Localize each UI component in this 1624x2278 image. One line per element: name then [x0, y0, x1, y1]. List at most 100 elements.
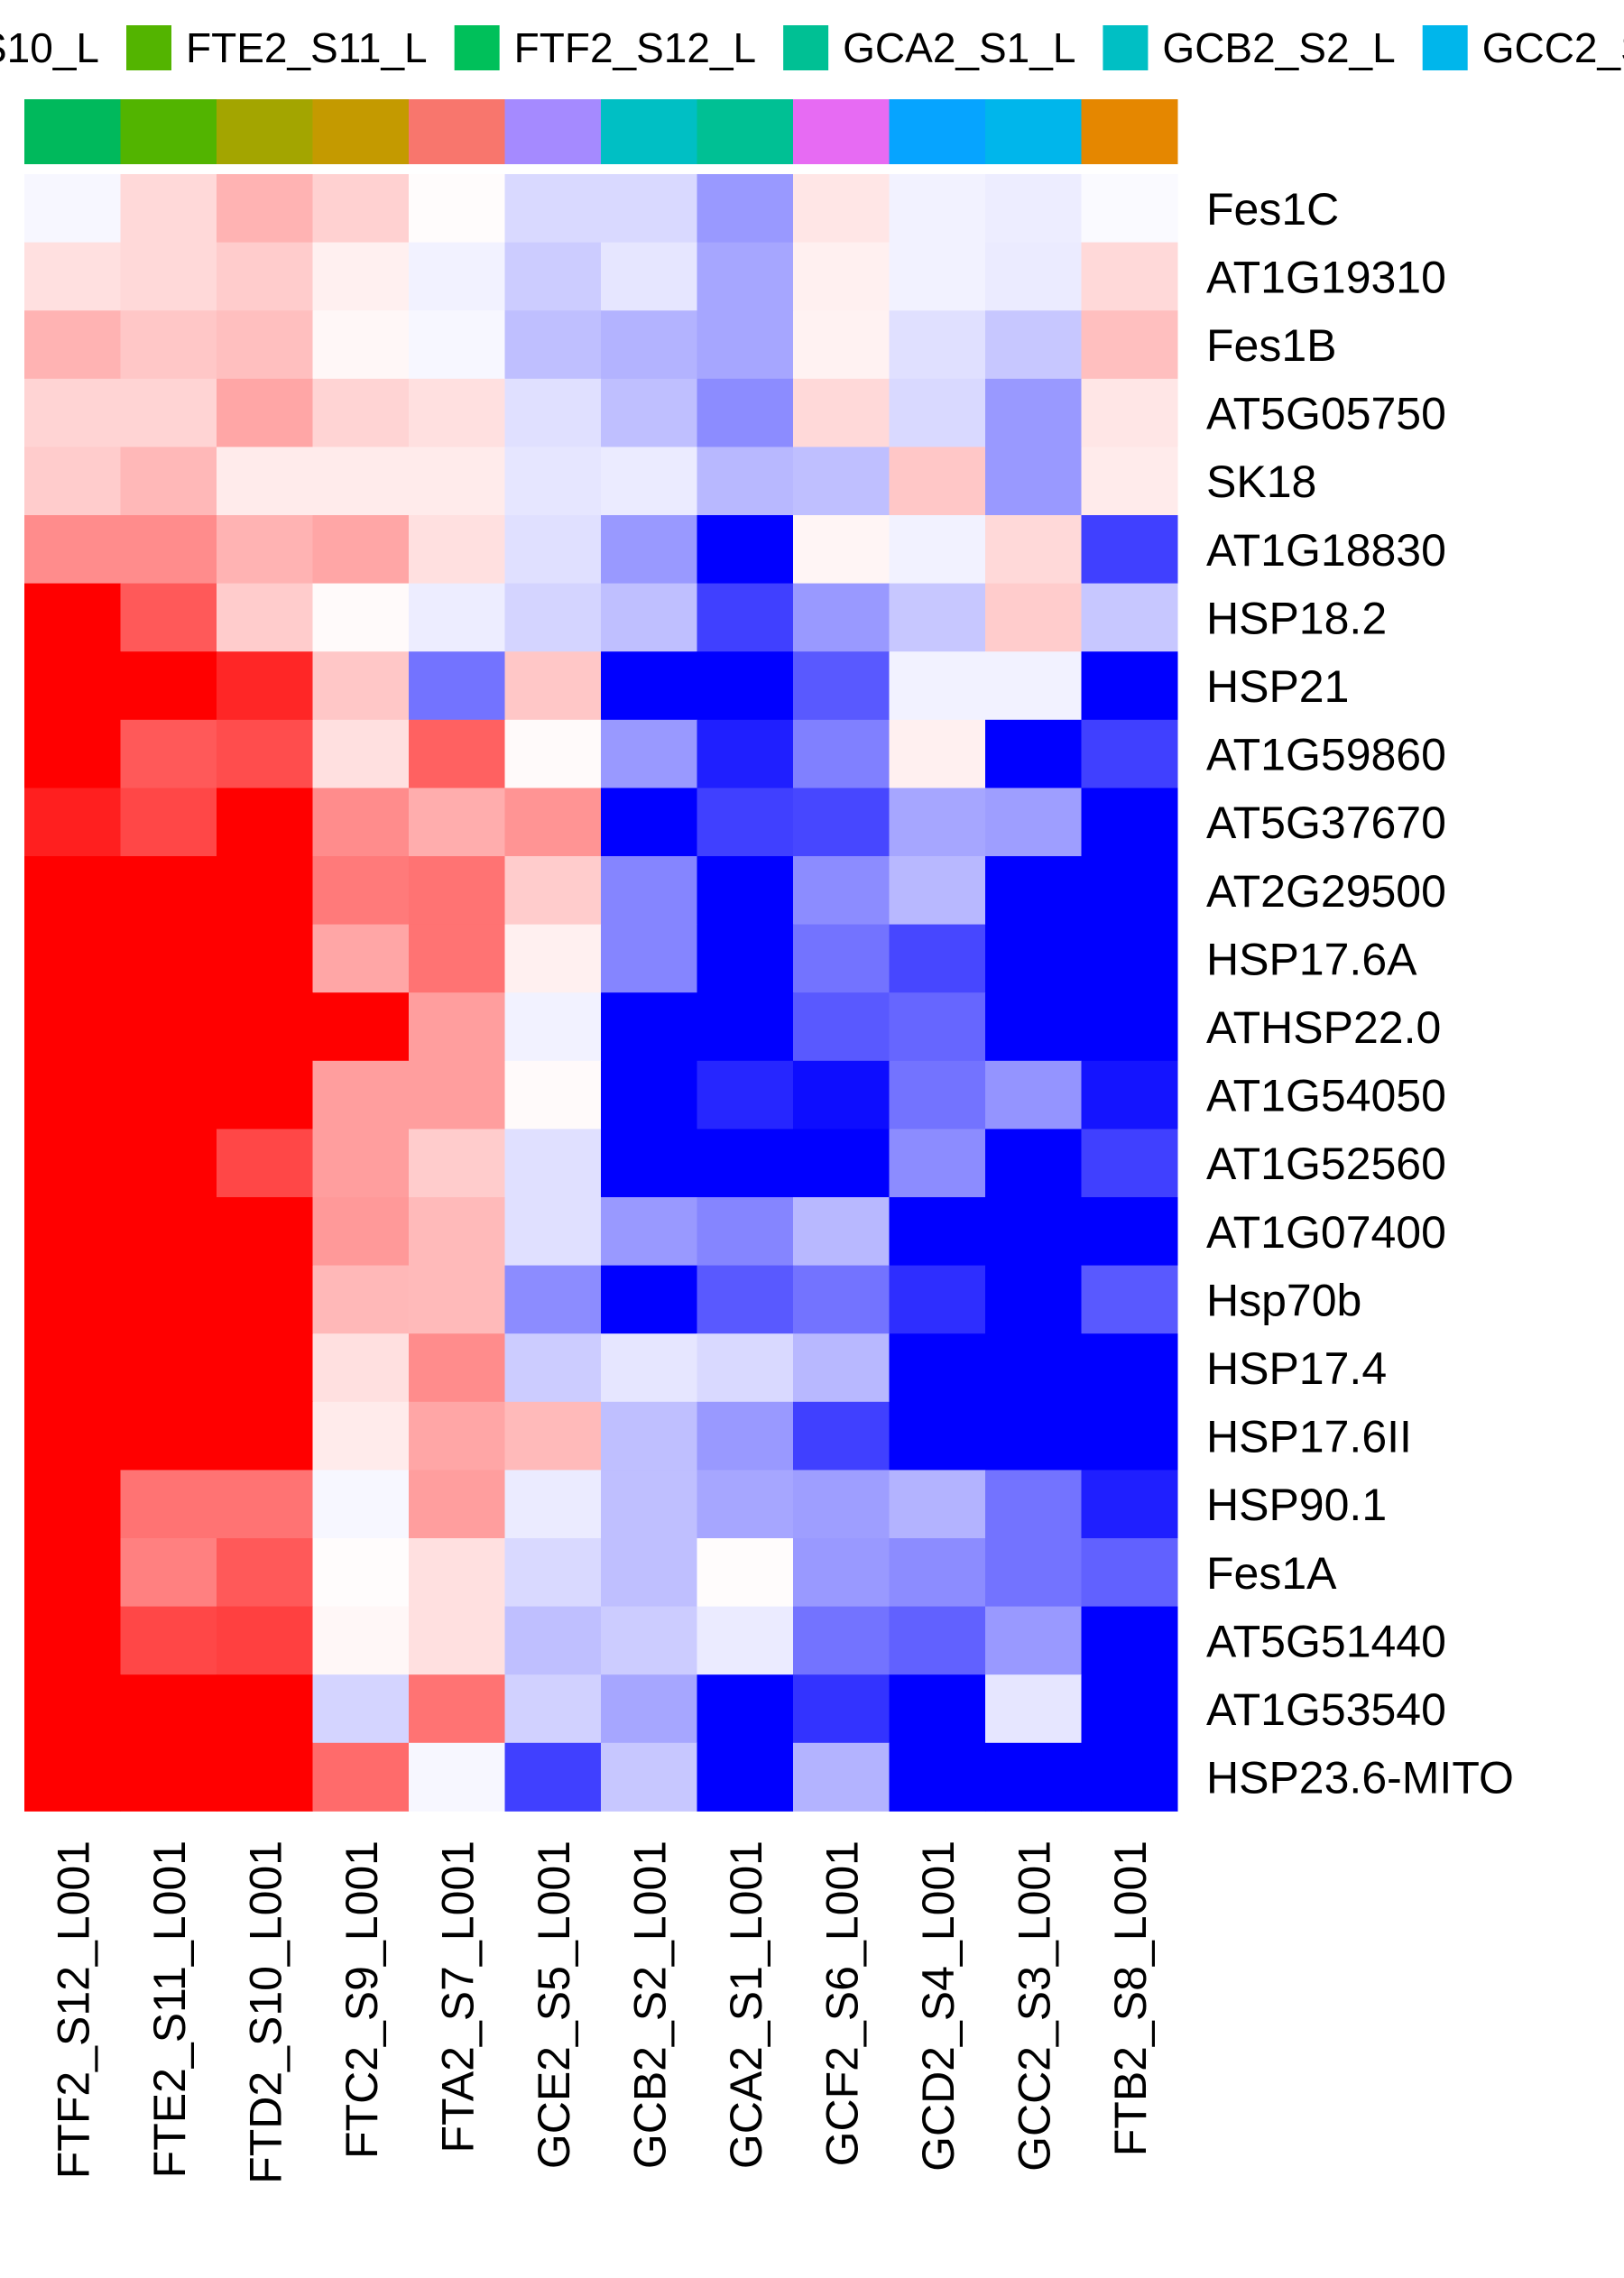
heatmap-cell-hsp21-fta2-s7-l001 [409, 651, 505, 721]
heatmap-cell-hsp21-gcb2-s2-l001 [601, 651, 697, 721]
heatmap-cell-fes1c-gcd2-s4-l001 [889, 174, 986, 244]
heatmap-cell-at1g18830-ftb2-s8-l001 [1081, 515, 1178, 585]
heatmap-cell-at1g19310-fta2-s7-l001 [409, 242, 505, 311]
column-label: GCA2_S1_L001 [721, 1840, 771, 2169]
heatmap-cell-at1g53540-ftf2-s12-l001 [24, 1674, 121, 1744]
heatmap-cell-hsp17-4-ftd2-s10-l001 [217, 1333, 313, 1403]
heatmap-cell-hsp17-4-gcd2-s4-l001 [889, 1333, 986, 1403]
heatmap-cell-at1g07400-ftd2-s10-l001 [217, 1197, 313, 1267]
heatmap-cell-fes1c-gcf2-s6-l001 [793, 174, 890, 244]
heatmap-cell-fes1a-ftf2-s12-l001 [24, 1538, 121, 1608]
heatmap-cell-hsp18-2-ftc2-s9-l001 [312, 583, 410, 652]
heatmap-cell-at1g18830-gcb2-s2-l001 [601, 515, 697, 585]
heatmap-cell-hsp17-4-ftf2-s12-l001 [24, 1333, 121, 1403]
heatmap-cell-hsp70b-ftb2-s8-l001 [1081, 1265, 1178, 1334]
heatmap-cell-at1g54050-gcd2-s4-l001 [889, 1060, 986, 1130]
legend-item-gca2-s1-l: GCA2_S1_L [783, 24, 1075, 71]
heatmap-cell-fes1b-ftf2-s12-l001 [24, 310, 121, 380]
column-label: GCD2_S4_L001 [913, 1840, 964, 2172]
heatmap-cell-hsp21-gcd2-s4-l001 [889, 651, 986, 721]
heatmap-cell-at1g53540-gce2-s5-l001 [504, 1674, 602, 1744]
heatmap-cell-sk18-gcc2-s3-l001 [985, 447, 1082, 516]
legend-label: FTE2_S11_L [186, 24, 428, 71]
heatmap-cell-hsp21-ftb2-s8-l001 [1081, 651, 1178, 721]
row-label: HSP18.2 [1206, 593, 1387, 643]
heatmap-cell-sk18-gca2-s1-l001 [697, 447, 794, 516]
heatmap-cell-at1g19310-fte2-s11-l001 [120, 242, 217, 311]
heatmap-cell-hsp17-6ii-gcb2-s2-l001 [601, 1401, 697, 1471]
annotation-cell-fta2-s7-l001 [409, 99, 505, 164]
heatmap-cell-at1g18830-fte2-s11-l001 [120, 515, 217, 585]
heatmap-cell-hsp21-fte2-s11-l001 [120, 651, 217, 721]
heatmap-cell-hsp17-6a-ftb2-s8-l001 [1081, 924, 1178, 993]
heatmap-cell-at1g53540-ftb2-s8-l001 [1081, 1674, 1178, 1744]
row-label: AT1G18830 [1206, 525, 1446, 576]
column-label: FTB2_S8_L001 [1105, 1840, 1156, 2156]
legend-item-fte2-s11-l: FTE2_S11_L [126, 24, 428, 71]
heatmap-cell-at2g29500-ftf2-s12-l001 [24, 856, 121, 926]
annotation-cell-ftb2-s8-l001 [1081, 99, 1178, 164]
heatmap-cell-at1g54050-ftb2-s8-l001 [1081, 1060, 1178, 1130]
heatmap-cell-sk18-ftf2-s12-l001 [24, 447, 121, 516]
heatmap-cell-at1g52560-gce2-s5-l001 [504, 1129, 602, 1198]
heatmap-cell-at1g07400-gcd2-s4-l001 [889, 1197, 986, 1267]
heatmap-cell-at1g52560-fte2-s11-l001 [120, 1129, 217, 1198]
heatmap-cell-at1g59860-ftd2-s10-l001 [217, 719, 313, 789]
heatmap-cell-at1g52560-gca2-s1-l001 [697, 1129, 794, 1198]
heatmap-cell-at1g52560-ftd2-s10-l001 [217, 1129, 313, 1198]
heatmap-cell-hsp23-6-mito-gca2-s1-l001 [697, 1742, 794, 1812]
heatmap-cell-at2g29500-fta2-s7-l001 [409, 856, 505, 926]
heatmap-cell-at1g18830-ftd2-s10-l001 [217, 515, 313, 585]
row-label: AT1G19310 [1206, 252, 1446, 302]
heatmap-cell-hsp17-6a-ftd2-s10-l001 [217, 924, 313, 993]
annotation-cell-ftc2-s9-l001 [312, 99, 410, 164]
heatmap-cell-at5g05750-fte2-s11-l001 [120, 378, 217, 447]
row-label: Fes1A [1206, 1548, 1337, 1599]
heatmap-cell-fes1b-gca2-s1-l001 [697, 310, 794, 380]
heatmap-cell-at1g53540-ftd2-s10-l001 [217, 1674, 313, 1744]
heatmap-cell-hsp90-1-gce2-s5-l001 [504, 1470, 602, 1539]
annotation-cell-ftd2-s10-l001 [217, 99, 313, 164]
heatmap-cell-at5g51440-gca2-s1-l001 [697, 1606, 794, 1675]
heatmap-cell-at5g51440-gce2-s5-l001 [504, 1606, 602, 1675]
heatmap-cell-hsp17-4-gce2-s5-l001 [504, 1333, 602, 1403]
heatmap-cell-hsp17-4-fta2-s7-l001 [409, 1333, 505, 1403]
heatmap-cell-at5g05750-ftf2-s12-l001 [24, 378, 121, 447]
legend-swatch [454, 25, 500, 70]
heatmap-cell-at5g51440-gcf2-s6-l001 [793, 1606, 890, 1675]
heatmap-cell-at1g53540-gca2-s1-l001 [697, 1674, 794, 1744]
heatmap-cell-at1g52560-gcc2-s3-l001 [985, 1129, 1082, 1198]
legend-item-gcb2-s2-l: GCB2_S2_L [1103, 24, 1396, 71]
heatmap-cell-at1g18830-gcc2-s3-l001 [985, 515, 1082, 585]
heatmap-cell-hsp17-6ii-ftb2-s8-l001 [1081, 1401, 1178, 1471]
heatmap-cell-at1g54050-fta2-s7-l001 [409, 1060, 505, 1130]
heatmap-cell-at1g59860-ftb2-s8-l001 [1081, 719, 1178, 789]
row-label: HSP23.6-MITO [1206, 1753, 1514, 1803]
heatmap-cell-at5g51440-gcb2-s2-l001 [601, 1606, 697, 1675]
heatmap-cell-hsp23-6-mito-gcd2-s4-l001 [889, 1742, 986, 1812]
row-label: AT5G37670 [1206, 798, 1446, 848]
legend-item-ftd2-s10-l: FTD2_S10_L [0, 24, 99, 71]
heatmap-cell-hsp90-1-gcd2-s4-l001 [889, 1470, 986, 1539]
heatmap-cell-at1g54050-gcb2-s2-l001 [601, 1060, 697, 1130]
heatmap-cell-at5g05750-ftd2-s10-l001 [217, 378, 313, 447]
heatmap-cell-fes1b-gcf2-s6-l001 [793, 310, 890, 380]
row-label: SK18 [1206, 457, 1316, 507]
heatmap-cell-at1g19310-gce2-s5-l001 [504, 242, 602, 311]
heatmap-cell-hsp90-1-gcb2-s2-l001 [601, 1470, 697, 1539]
heatmap-cell-hsp17-4-ftb2-s8-l001 [1081, 1333, 1178, 1403]
heatmap-cell-hsp21-gce2-s5-l001 [504, 651, 602, 721]
heatmap-cell-fes1b-gce2-s5-l001 [504, 310, 602, 380]
row-labels: Fes1C AT1G19310 Fes1B AT5G05750 SK18 AT1G1883… [1206, 184, 1514, 1803]
column-label: GCC2_S3_L001 [1009, 1840, 1059, 2172]
legend-swatch [1422, 25, 1468, 70]
heatmap-cell-hsp17-6ii-gcf2-s6-l001 [793, 1401, 890, 1471]
heatmap-cell-at5g37670-gcf2-s6-l001 [793, 788, 890, 857]
heatmap-cell-at1g54050-gce2-s5-l001 [504, 1060, 602, 1130]
heatmap-cell-at1g53540-gcb2-s2-l001 [601, 1674, 697, 1744]
heatmap-cell-athsp22-0-ftd2-s10-l001 [217, 992, 313, 1062]
heatmap-cell-hsp17-6a-gcc2-s3-l001 [985, 924, 1082, 993]
annotation-cell-ftf2-s12-l001 [24, 99, 121, 164]
heatmap-cell-hsp70b-gcc2-s3-l001 [985, 1265, 1082, 1334]
heatmap-cell-at1g07400-gcb2-s2-l001 [601, 1197, 697, 1267]
